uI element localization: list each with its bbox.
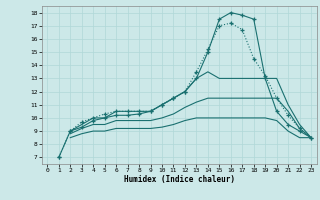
- X-axis label: Humidex (Indice chaleur): Humidex (Indice chaleur): [124, 175, 235, 184]
